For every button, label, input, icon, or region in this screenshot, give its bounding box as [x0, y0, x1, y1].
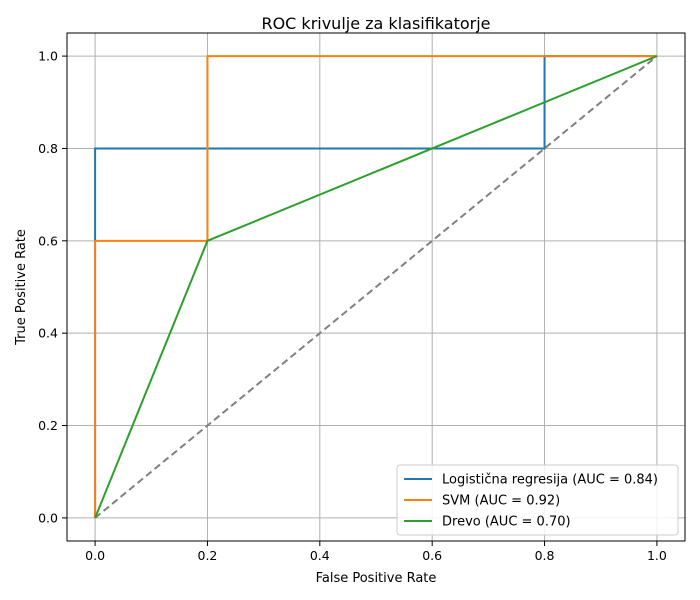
y-tick-label-2: 0.4 — [38, 326, 58, 341]
legend-label-0: Logistična regresija (AUC = 0.84) — [442, 473, 658, 488]
y-tick-label-1: 0.2 — [38, 418, 58, 433]
axis-ticks: 0.0 0.2 0.4 0.6 0.8 1.0 0.0 0.2 0.4 0.6 0.8 1.0 — [38, 49, 667, 563]
legend: Logistična regresija (AUC = 0.84) SVM (AU… — [396, 464, 679, 536]
x-tick-label-2: 0.4 — [310, 548, 330, 563]
reference-diagonal-line — [94, 55, 658, 519]
x-tick-label-4: 0.8 — [535, 548, 555, 563]
legend-label-2: Drevo (AUC = 0.70) — [442, 515, 571, 530]
plot-frame — [66, 32, 686, 542]
y-tick-label-4: 0.8 — [38, 141, 58, 156]
x-tick-label-1: 0.2 — [198, 548, 218, 563]
series-line-2 — [94, 55, 658, 519]
y-tick-label-3: 0.6 — [38, 233, 58, 248]
legend-box — [396, 464, 679, 536]
x-tick-label-3: 0.6 — [422, 548, 442, 563]
x-tick-label-0: 0.0 — [85, 548, 105, 563]
legend-label-1: SVM (AUC = 0.92) — [442, 494, 560, 509]
y-tick-label-5: 1.0 — [38, 49, 58, 64]
x-tick-label-5: 1.0 — [647, 548, 667, 563]
chart-title: ROC krivulje za klasifikatorje — [261, 14, 490, 33]
y-axis-label: True Positive Rate — [14, 229, 29, 346]
y-tick-label-0: 0.0 — [38, 510, 58, 525]
x-axis-label: False Positive Rate — [316, 571, 437, 586]
plot-area — [94, 55, 658, 519]
